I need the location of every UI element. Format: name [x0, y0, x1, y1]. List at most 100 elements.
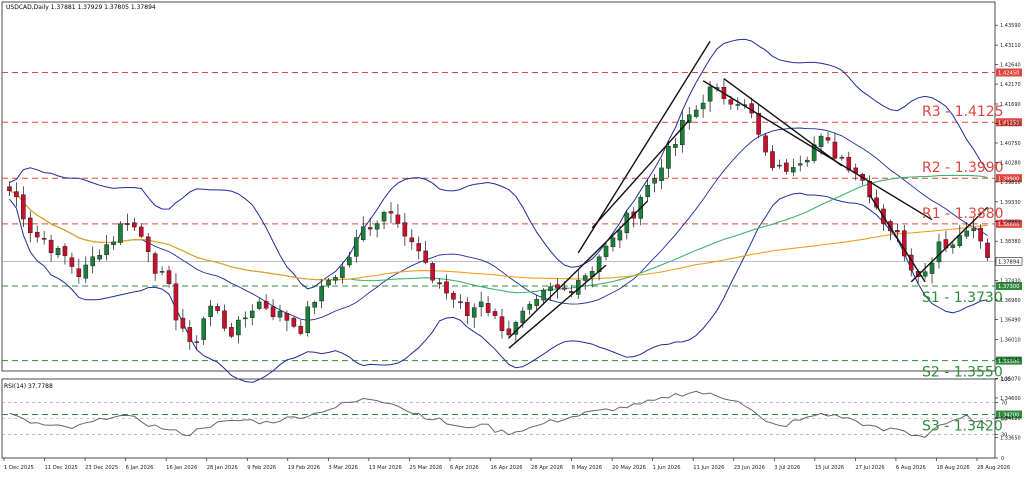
- candle-body: [645, 185, 650, 198]
- level-lines: [2, 71, 995, 416]
- candle-body: [499, 316, 505, 331]
- candle: [201, 316, 206, 345]
- level-label-0: R3 - 1.4125: [922, 104, 1004, 120]
- candle: [21, 186, 26, 227]
- candle: [666, 140, 671, 178]
- candle: [374, 220, 380, 238]
- x-tick-label: 28 Aug 2026: [977, 465, 1010, 471]
- x-tick-label: 16 Apr 2026: [491, 465, 523, 471]
- candle: [409, 229, 415, 250]
- candle: [354, 229, 359, 263]
- candle: [138, 223, 144, 239]
- candle: [187, 320, 193, 350]
- candle: [62, 243, 68, 265]
- level-label-3: R1 - 1.3880: [922, 206, 1004, 222]
- indicator-lines: [9, 38, 988, 383]
- candle: [686, 106, 692, 130]
- candle-body: [846, 156, 852, 171]
- candle-body: [69, 257, 75, 267]
- candle: [985, 238, 990, 262]
- candle-body: [180, 317, 186, 329]
- candle-body: [7, 186, 12, 191]
- candle-body: [548, 286, 553, 291]
- bollinger-upper: [9, 38, 988, 290]
- candle-body: [236, 319, 241, 336]
- x-tick-label: 11 Jun 2026: [693, 465, 724, 471]
- y-tick-label: 1.43110: [1000, 43, 1021, 49]
- candle-body: [118, 223, 123, 243]
- x-tick-label: 20 May 2026: [612, 465, 646, 471]
- candle-body: [284, 312, 290, 321]
- bollinger-middle: [9, 127, 988, 321]
- x-tick-label: 3 Jul 2026: [774, 465, 800, 471]
- candle-body: [485, 302, 491, 313]
- x-tick-label: 23 Jun 2026: [734, 465, 765, 471]
- candle-body: [34, 231, 40, 238]
- candle: [478, 291, 484, 317]
- candle: [298, 320, 304, 336]
- candle-body: [243, 317, 248, 320]
- y-tick-label: 1.42170: [1000, 82, 1021, 88]
- candle-body: [104, 244, 109, 255]
- y-tick-label: 1.36490: [1000, 318, 1021, 324]
- candle: [402, 213, 408, 246]
- rsi-tick-label: 70: [1001, 401, 1007, 407]
- y-tick-label: 1.34120: [1000, 416, 1021, 422]
- y-tick-label: 1.35540: [1000, 357, 1021, 363]
- candle: [506, 320, 512, 340]
- trendline-4: [702, 80, 933, 221]
- candle-body: [867, 180, 872, 198]
- candle-body: [381, 212, 387, 222]
- level-tag-bg-0: [996, 68, 1022, 77]
- candle: [652, 174, 657, 193]
- level-label-6: S3 - 1.3420: [922, 419, 1003, 435]
- candle: [208, 300, 213, 327]
- candle-body: [451, 292, 456, 300]
- trendline-3: [591, 119, 690, 229]
- candle: [236, 316, 241, 344]
- x-tick-label: 19 Feb 2026: [288, 465, 320, 471]
- candle: [645, 179, 650, 202]
- candle-body: [319, 286, 324, 302]
- candle: [360, 216, 366, 242]
- candle: [527, 301, 532, 315]
- candle: [347, 251, 352, 268]
- candle-body: [138, 226, 144, 237]
- candle-body: [652, 178, 657, 184]
- candle: [118, 221, 123, 246]
- rsi-frame: [1, 378, 996, 459]
- candle: [763, 133, 768, 156]
- candle: [215, 303, 220, 314]
- candle: [159, 266, 165, 276]
- candle-body: [825, 137, 831, 141]
- candle-body: [305, 306, 311, 334]
- current-price-tag-bg: [995, 257, 1023, 266]
- x-tick-label: 18 Aug 2026: [936, 465, 969, 471]
- candle-body: [936, 241, 942, 263]
- candle: [555, 278, 560, 299]
- candle: [707, 80, 713, 112]
- candle-body: [208, 305, 213, 317]
- rsi-panel: 100 70 50 30 0: [2, 377, 1011, 462]
- x-tick-label: 6 Jan 2026: [126, 465, 154, 471]
- candle-body: [562, 287, 567, 290]
- candle: [978, 224, 983, 249]
- candle-body: [437, 282, 442, 285]
- candle: [76, 258, 82, 284]
- candle-body: [527, 303, 532, 310]
- candle-body: [797, 163, 803, 166]
- trendlines: [508, 41, 989, 349]
- candle-body: [818, 135, 824, 147]
- x-tick-label: 3 Mar 2026: [328, 465, 358, 471]
- candle: [957, 224, 963, 248]
- candle-body: [21, 194, 26, 220]
- candle-body: [48, 239, 54, 253]
- candle-body: [700, 102, 706, 110]
- candle-body: [430, 263, 435, 281]
- candle: [27, 211, 33, 243]
- candle-body: [804, 159, 810, 163]
- candle: [55, 245, 61, 259]
- candle: [14, 182, 19, 207]
